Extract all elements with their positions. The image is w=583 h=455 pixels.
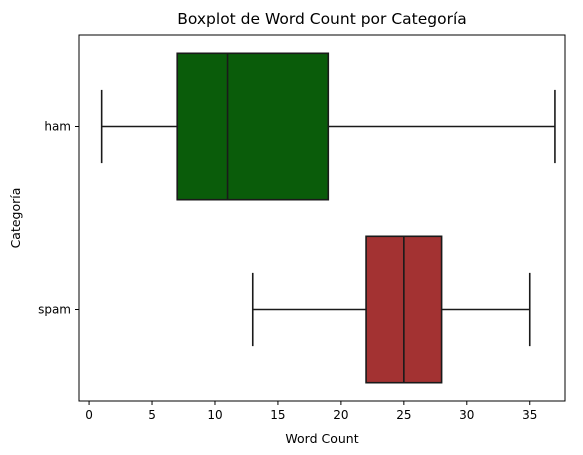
x-tick-label: 30 bbox=[459, 408, 474, 422]
y-tick-label: ham bbox=[44, 120, 71, 134]
x-axis-label: Word Count bbox=[285, 431, 358, 446]
box-ham bbox=[102, 53, 555, 199]
box-spam bbox=[253, 236, 530, 382]
x-tick-label: 10 bbox=[207, 408, 222, 422]
y-tick-label: spam bbox=[38, 303, 71, 317]
x-tick-label: 25 bbox=[396, 408, 411, 422]
y-axis-ticks: ham spam bbox=[38, 120, 79, 317]
chart-title: Boxplot de Word Count por Categoría bbox=[177, 10, 467, 28]
x-tick-label: 5 bbox=[148, 408, 156, 422]
x-tick-label: 35 bbox=[522, 408, 537, 422]
x-tick-label: 15 bbox=[270, 408, 285, 422]
iqr-box-ham bbox=[177, 53, 328, 199]
x-tick-label: 20 bbox=[333, 408, 348, 422]
y-axis-label: Categoría bbox=[8, 188, 23, 249]
plot-area bbox=[102, 53, 555, 382]
x-tick-label: 0 bbox=[85, 408, 93, 422]
x-axis-ticks: 0 5 10 15 20 25 30 35 bbox=[85, 401, 537, 422]
